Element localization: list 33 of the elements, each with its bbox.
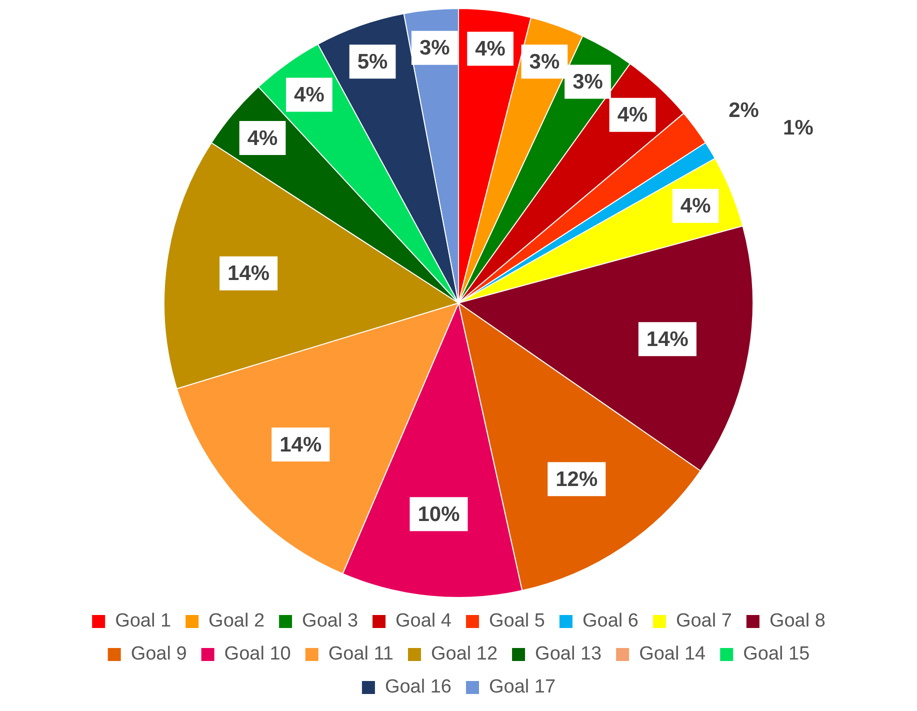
data-label: 4% (247, 126, 278, 150)
data-label: 14% (228, 262, 270, 286)
data-label: 4% (617, 104, 648, 127)
legend-label: Goal 12 (430, 644, 498, 665)
data-label: 10% (418, 502, 460, 526)
legend-label: Goal 4 (396, 610, 452, 632)
legend-label: Goal 17 (489, 676, 556, 698)
legend-label: Goal 16 (384, 676, 452, 698)
legend-label: Goal 14 (639, 644, 706, 665)
legend-label: Goal 13 (535, 644, 602, 665)
data-label: 4% (680, 194, 712, 218)
data-label: 3% (419, 36, 450, 60)
legend-label: Goal 1 (115, 610, 172, 632)
data-label: 14% (280, 433, 322, 456)
legend-label: Goal 9 (130, 644, 187, 665)
data-label: 3% (572, 70, 604, 94)
data-label: 12% (556, 468, 598, 491)
data-label: 2% (728, 98, 760, 122)
legend-label: Goal 3 (302, 610, 358, 632)
legend-label: Goal 5 (489, 610, 545, 632)
legend-label: Goal 6 (582, 610, 638, 632)
legend-label: Goal 15 (743, 644, 810, 665)
data-label: 14% (646, 328, 689, 351)
legend-label: Goal 7 (676, 610, 732, 632)
legend-label: Goal 11 (328, 644, 394, 665)
legend-label: Goal 10 (224, 644, 291, 665)
legend-label: Goal 8 (769, 610, 826, 632)
data-label: 4% (475, 38, 506, 61)
data-label: 5% (357, 50, 388, 74)
data-label: 3% (529, 50, 560, 74)
data-label: 4% (294, 84, 325, 107)
data-label: 1% (783, 116, 814, 140)
legend-label: Goal 2 (208, 610, 265, 632)
